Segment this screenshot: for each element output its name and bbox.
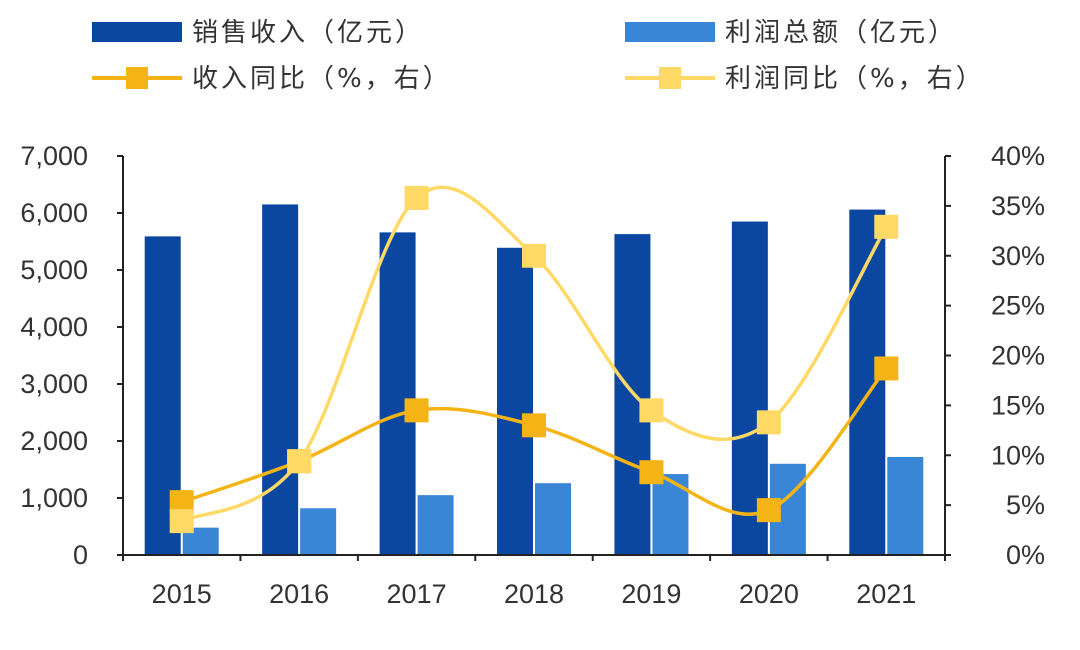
marker-profit-yoy-2018 [522,243,546,268]
marker-profit-yoy-2020 [756,410,781,435]
x-tick-label-2021: 2021 [856,579,916,609]
y-right-tick-label: 25% [991,291,1045,321]
legend-item-revenue-yoy: 收入同比（%，右） [92,64,452,94]
legend-item-total-profit: 利润总额（亿元） [625,18,957,48]
marker-revenue-yoy-2019 [639,460,664,485]
y-right-tick-label: 30% [991,241,1045,271]
y-left-tick-label: 0 [73,540,88,570]
x-tick-label-2019: 2019 [621,579,681,609]
marker-profit-yoy-2015 [169,509,194,534]
bar-revenue-2017 [379,232,416,555]
legend-label-revenue-yoy: 收入同比（%，右） [192,64,452,94]
y-right-tick-label: 5% [1006,490,1045,520]
marker-revenue-yoy-2020 [756,498,781,523]
legend-marker-profit-yoy [659,67,681,89]
marker-profit-yoy-2021 [874,214,899,239]
y-right-tick-label: 35% [991,191,1045,221]
legend-label-total-profit: 利润总额（亿元） [725,18,957,48]
legend-item-sales-revenue: 销售收入（亿元） [92,18,424,48]
marker-profit-yoy-2019 [639,398,664,423]
marker-profit-yoy-2016 [287,449,312,474]
y-right-tick-label: 10% [991,440,1045,470]
bar-profit-2018 [535,483,571,555]
marker-revenue-yoy-2018 [522,413,546,438]
bar-revenue-2021 [849,209,886,555]
bar-profit-2017 [417,495,454,555]
y-left-tick-label: 4,000 [20,312,88,342]
x-tick-label-2017: 2017 [387,579,447,609]
x-tick-label-2020: 2020 [739,579,799,609]
y-left-tick-label: 2,000 [20,426,88,456]
y-right-tick-label: 20% [991,341,1045,371]
x-tick-label-2015: 2015 [152,579,212,609]
marker-revenue-yoy-2021 [874,356,899,381]
legend: 销售收入（亿元） 利润总额（亿元） 收入同比（%，右） 利润同比（%，右） [92,18,985,94]
legend-swatch-total-profit [625,22,715,42]
legend-marker-revenue-yoy [126,67,148,89]
y-left-tick-label: 5,000 [20,255,88,285]
y-left-tick-label: 3,000 [20,369,88,399]
marker-profit-yoy-2017 [404,185,429,210]
bar-profit-2016 [300,508,337,555]
y-right-tick-label: 40% [991,141,1045,171]
y-right-tick-label: 0% [1006,540,1045,570]
y-left-tick-label: 1,000 [20,483,88,513]
y-left-tick-label: 7,000 [20,141,88,171]
legend-swatch-sales-revenue [92,22,182,42]
bar-revenue-2018 [497,247,533,555]
legend-label-sales-revenue: 销售收入（亿元） [192,18,424,48]
plot-area: 0 1,000 2,000 3,000 4,000 5,000 6,000 7,000 0% 5%… [20,141,1045,609]
legend-label-profit-yoy: 利润同比（%，右） [725,64,985,94]
y-left-tick-label: 6,000 [20,198,88,228]
legend-item-profit-yoy: 利润同比（%，右） [625,64,985,94]
bar-profit-2021 [887,456,924,555]
x-tick-label-2016: 2016 [269,579,329,609]
x-tick-label-2018: 2018 [504,579,564,609]
y-right-tick-label: 15% [991,390,1045,420]
marker-revenue-yoy-2017 [404,398,429,423]
bar-revenue-2016 [262,204,299,555]
